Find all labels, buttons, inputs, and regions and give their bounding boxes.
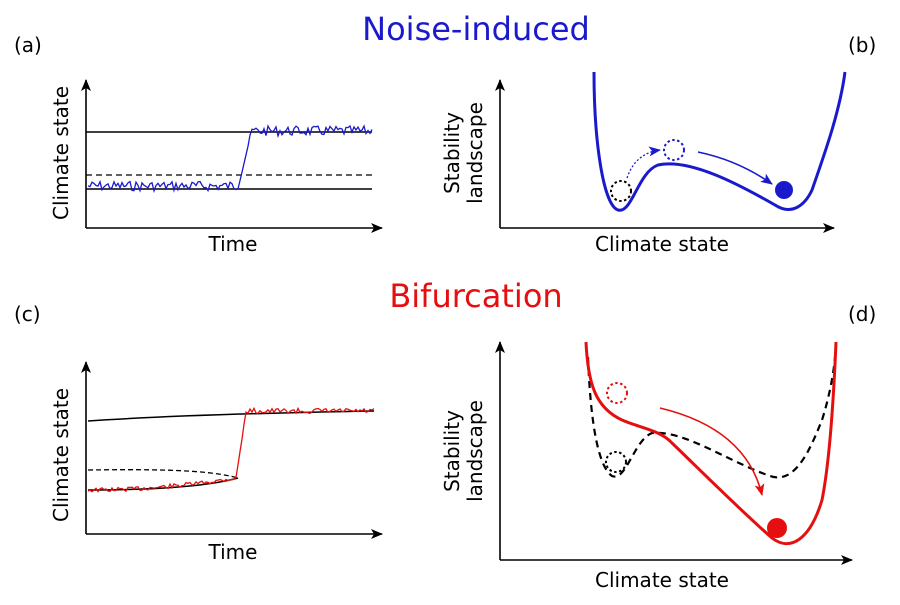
panel-b-x-label: Climate state <box>595 232 729 256</box>
panel-a-noisy-time-series <box>87 124 373 194</box>
panel-c-upper-state-curve <box>87 410 375 422</box>
panel-b-noise-kick-arrow <box>626 146 661 179</box>
panel-c-y-label: Climate state <box>49 388 73 522</box>
panel-b-crossing-state-circle <box>663 139 685 161</box>
panel-d-final-state-ball <box>767 518 787 538</box>
title-bifurcation: Bifurcation <box>389 277 562 315</box>
panel-d-transition-arrow <box>659 407 765 496</box>
panel-d-original-landscape-dashed <box>586 356 837 479</box>
panel-d-initial-state-circle <box>605 451 627 473</box>
panel-b: Stability landscape Climate state <box>440 71 847 256</box>
panel-label-d: (d) <box>848 302 876 326</box>
panel-b-y-label-line2: landscape <box>463 102 487 204</box>
panel-d-x-label: Climate state <box>595 568 729 592</box>
panel-d: Stability landscape Climate state <box>440 341 853 592</box>
panel-c-noisy-time-series <box>87 406 375 493</box>
panel-d-tilted-landscape <box>584 341 838 546</box>
panel-b-double-well-landscape <box>592 71 847 212</box>
panel-b-final-state-ball <box>775 181 793 199</box>
panel-a-y-label: Climate state <box>49 86 73 220</box>
title-noise-induced: Noise-induced <box>362 10 590 48</box>
panel-c: Climate state Time <box>49 361 383 564</box>
panel-label-c: (c) <box>14 302 41 326</box>
panel-a: Climate state Time <box>49 79 383 256</box>
panel-d-y-label-line2: landscape <box>463 400 487 502</box>
panel-label-b: (b) <box>848 33 876 57</box>
panel-b-initial-state-circle <box>610 180 632 202</box>
panel-b-roll-arrow <box>697 151 773 185</box>
panel-b-y-label-line1: Stability <box>440 112 464 194</box>
panel-c-threshold-curve <box>87 469 239 479</box>
panel-a-x-label: Time <box>208 232 258 256</box>
panel-label-a: (a) <box>14 33 42 57</box>
panel-c-lower-state-curve <box>87 477 239 491</box>
panel-d-lost-state-circle <box>606 382 628 404</box>
panel-d-y-label-line1: Stability <box>440 410 464 492</box>
panel-c-x-label: Time <box>208 540 258 564</box>
